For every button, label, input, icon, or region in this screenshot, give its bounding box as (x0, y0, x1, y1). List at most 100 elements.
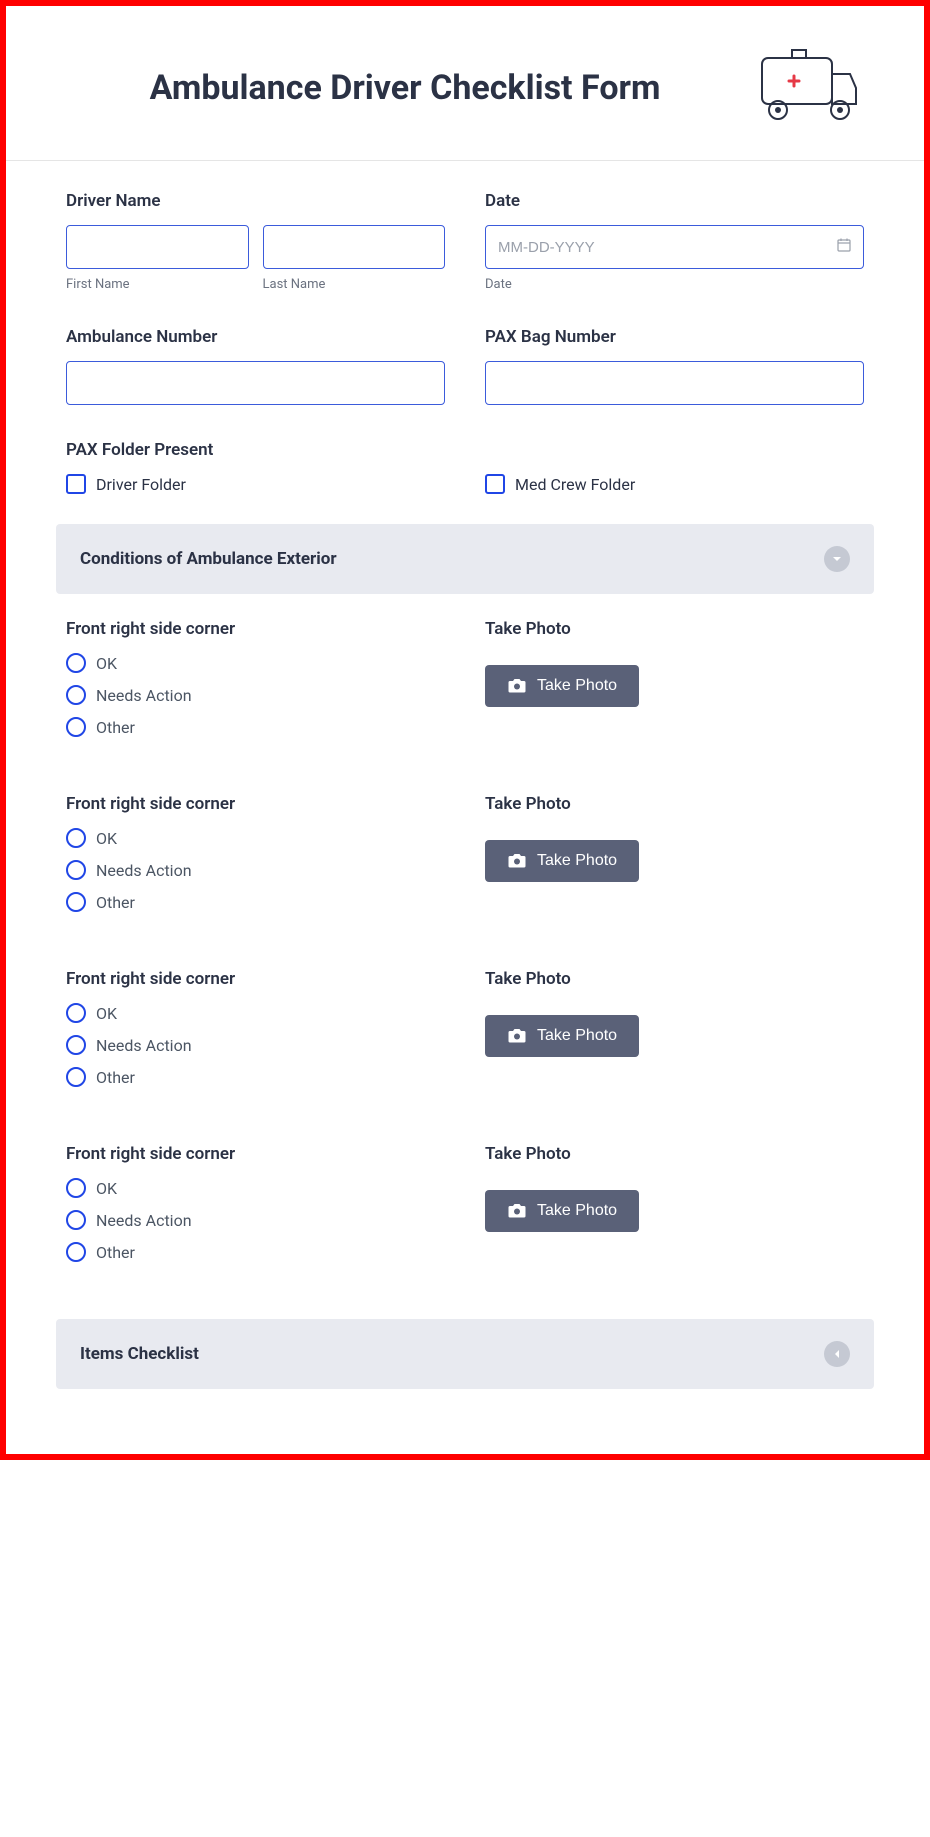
radio-other[interactable] (66, 892, 86, 912)
radio-option-needs-action[interactable]: Needs Action (66, 1035, 445, 1055)
first-name-sublabel: First Name (66, 277, 249, 292)
condition-question-label: Front right side corner (66, 1144, 445, 1164)
radio-ok-label: OK (96, 1004, 117, 1023)
radio-needs-action[interactable] (66, 1035, 86, 1055)
date-input[interactable] (485, 225, 864, 269)
pax-folder-label: PAX Folder Present (66, 440, 864, 460)
take-photo-button[interactable]: Take Photo (485, 1190, 639, 1232)
radio-ok[interactable] (66, 1178, 86, 1198)
radio-option-needs-action[interactable]: Needs Action (66, 860, 445, 880)
condition-question-col: Front right side corner OK Needs Action … (66, 619, 445, 749)
last-name-sublabel: Last Name (263, 277, 446, 292)
condition-question-col: Front right side corner OK Needs Action … (66, 1144, 445, 1274)
radio-option-ok[interactable]: OK (66, 828, 445, 848)
radio-option-other[interactable]: Other (66, 717, 445, 737)
last-name-input[interactable] (263, 225, 446, 269)
camera-icon (507, 853, 527, 869)
pax-bag-input[interactable] (485, 361, 864, 405)
radio-other-label: Other (96, 893, 135, 912)
exterior-section-header[interactable]: Conditions of Ambulance Exterior (56, 524, 874, 594)
condition-radio-group: OK Needs Action Other (66, 1003, 445, 1087)
condition-question-label: Front right side corner (66, 619, 445, 639)
radio-other-label: Other (96, 1068, 135, 1087)
radio-option-needs-action[interactable]: Needs Action (66, 1210, 445, 1230)
driver-name-field: Driver Name First Name Last Name (66, 191, 445, 292)
take-photo-label: Take Photo (485, 794, 864, 814)
radio-needs-action-label: Needs Action (96, 1036, 192, 1055)
condition-question-col: Front right side corner OK Needs Action … (66, 969, 445, 1099)
driver-folder-checkbox[interactable] (66, 474, 86, 494)
condition-question-label: Front right side corner (66, 794, 445, 814)
form-header: Ambulance Driver Checklist Form (6, 6, 924, 161)
pax-bag-label: PAX Bag Number (485, 327, 864, 347)
radio-ok[interactable] (66, 828, 86, 848)
items-section-header[interactable]: Items Checklist (56, 1319, 874, 1389)
radio-ok-label: OK (96, 654, 117, 673)
condition-radio-group: OK Needs Action Other (66, 653, 445, 737)
radio-ok-label: OK (96, 1179, 117, 1198)
condition-row: Front right side corner OK Needs Action … (56, 969, 874, 1099)
radio-option-other[interactable]: Other (66, 892, 445, 912)
radio-other[interactable] (66, 1242, 86, 1262)
condition-photo-col: Take Photo Take Photo (485, 619, 864, 749)
radio-option-other[interactable]: Other (66, 1242, 445, 1262)
radio-needs-action[interactable] (66, 1210, 86, 1230)
pax-bag-field: PAX Bag Number (485, 327, 864, 405)
condition-question-label: Front right side corner (66, 969, 445, 989)
radio-other[interactable] (66, 1067, 86, 1087)
exterior-section-title: Conditions of Ambulance Exterior (80, 549, 337, 569)
driver-folder-option[interactable]: Driver Folder (66, 474, 445, 494)
radio-ok-label: OK (96, 829, 117, 848)
camera-icon (507, 678, 527, 694)
take-photo-button[interactable]: Take Photo (485, 665, 639, 707)
radio-option-other[interactable]: Other (66, 1067, 445, 1087)
form-title: Ambulance Driver Checklist Form (66, 66, 744, 110)
take-photo-button-label: Take Photo (537, 1202, 617, 1220)
radio-needs-action[interactable] (66, 685, 86, 705)
pax-folder-field: PAX Folder Present Driver Folder Med Cre… (66, 440, 864, 494)
date-label: Date (485, 191, 864, 211)
take-photo-label: Take Photo (485, 969, 864, 989)
radio-ok[interactable] (66, 653, 86, 673)
radio-option-ok[interactable]: OK (66, 1178, 445, 1198)
med-crew-folder-option[interactable]: Med Crew Folder (485, 474, 864, 494)
radio-needs-action-label: Needs Action (96, 686, 192, 705)
condition-row: Front right side corner OK Needs Action … (56, 794, 874, 924)
radio-needs-action[interactable] (66, 860, 86, 880)
radio-option-ok[interactable]: OK (66, 653, 445, 673)
items-collapse-button[interactable] (824, 1341, 850, 1367)
radio-option-needs-action[interactable]: Needs Action (66, 685, 445, 705)
med-crew-folder-checkbox[interactable] (485, 474, 505, 494)
condition-row: Front right side corner OK Needs Action … (56, 1144, 874, 1274)
condition-radio-group: OK Needs Action Other (66, 828, 445, 912)
chevron-down-icon (831, 553, 843, 565)
take-photo-button-label: Take Photo (537, 1027, 617, 1045)
condition-row: Front right side corner OK Needs Action … (56, 619, 874, 749)
driver-folder-label: Driver Folder (96, 475, 186, 494)
condition-photo-col: Take Photo Take Photo (485, 794, 864, 924)
take-photo-button[interactable]: Take Photo (485, 1015, 639, 1057)
radio-other[interactable] (66, 717, 86, 737)
radio-other-label: Other (96, 718, 135, 737)
ambulance-number-label: Ambulance Number (66, 327, 445, 347)
form-container: Ambulance Driver Checklist Form Driver N… (0, 0, 930, 1460)
date-field: Date Date (485, 191, 864, 292)
form-body: Driver Name First Name Last Name Date (6, 161, 924, 494)
condition-question-col: Front right side corner OK Needs Action … (66, 794, 445, 924)
ambulance-number-input[interactable] (66, 361, 445, 405)
condition-radio-group: OK Needs Action Other (66, 1178, 445, 1262)
chevron-left-icon (831, 1348, 843, 1360)
radio-needs-action-label: Needs Action (96, 861, 192, 880)
exterior-collapse-button[interactable] (824, 546, 850, 572)
radio-other-label: Other (96, 1243, 135, 1262)
first-name-input[interactable] (66, 225, 249, 269)
med-crew-folder-label: Med Crew Folder (515, 475, 635, 494)
radio-ok[interactable] (66, 1003, 86, 1023)
take-photo-label: Take Photo (485, 1144, 864, 1164)
radio-option-ok[interactable]: OK (66, 1003, 445, 1023)
date-sublabel: Date (485, 277, 864, 292)
camera-icon (507, 1203, 527, 1219)
take-photo-button[interactable]: Take Photo (485, 840, 639, 882)
take-photo-button-label: Take Photo (537, 677, 617, 695)
camera-icon (507, 1028, 527, 1044)
